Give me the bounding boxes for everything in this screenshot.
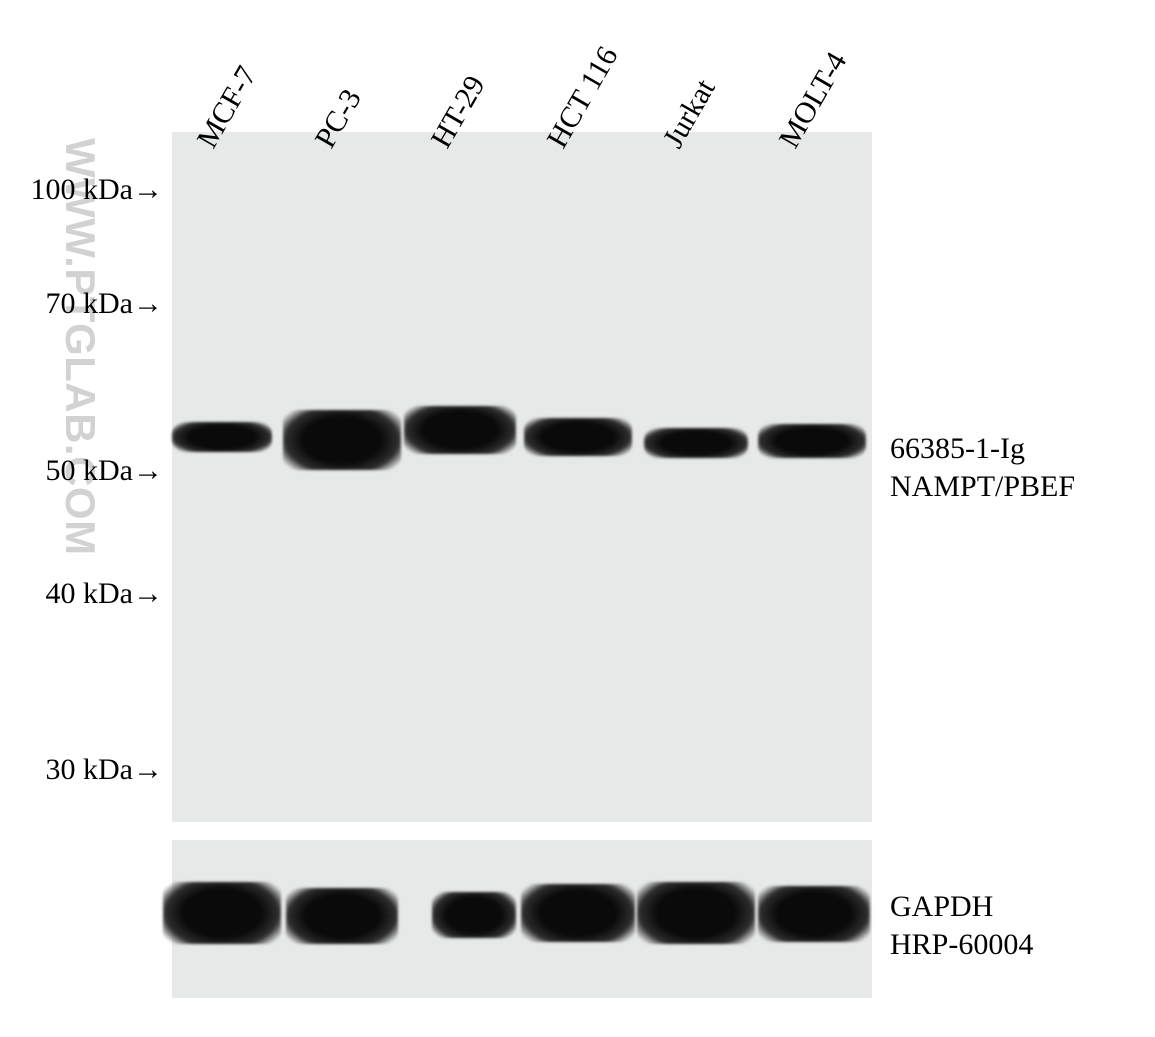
target-band <box>172 422 272 452</box>
loading-band <box>637 882 755 944</box>
mw-marker: 40 kDa→ <box>8 577 163 611</box>
loading-band <box>286 888 398 944</box>
loading-name: GAPDH <box>890 890 993 923</box>
loading-band <box>758 886 870 942</box>
western-blot-figure: WWW.PTGLAB.COM MCF-7 PC-3 HT-29 HCT 116 … <box>0 0 1155 1037</box>
target-band <box>644 428 748 458</box>
mw-marker: 30 kDa→ <box>8 753 163 787</box>
target-catalog: 66385-1-Ig <box>890 432 1025 465</box>
target-band <box>404 406 516 454</box>
loading-band <box>163 882 281 944</box>
loading-band <box>521 884 635 942</box>
mw-marker: 70 kDa→ <box>8 287 163 321</box>
loading-antibody-label: GAPDH HRP-60004 <box>890 888 1033 963</box>
target-band <box>524 418 632 456</box>
loading-catalog: HRP-60004 <box>890 928 1033 961</box>
target-antibody-label: 66385-1-Ig NAMPT/PBEF <box>890 430 1075 505</box>
mw-marker: 50 kDa→ <box>8 454 163 488</box>
loading-band <box>432 892 516 938</box>
target-band <box>758 424 866 458</box>
main-blot-image <box>172 132 872 822</box>
target-name: NAMPT/PBEF <box>890 470 1075 503</box>
target-band <box>283 410 401 470</box>
mw-marker: 100 kDa→ <box>8 173 163 207</box>
